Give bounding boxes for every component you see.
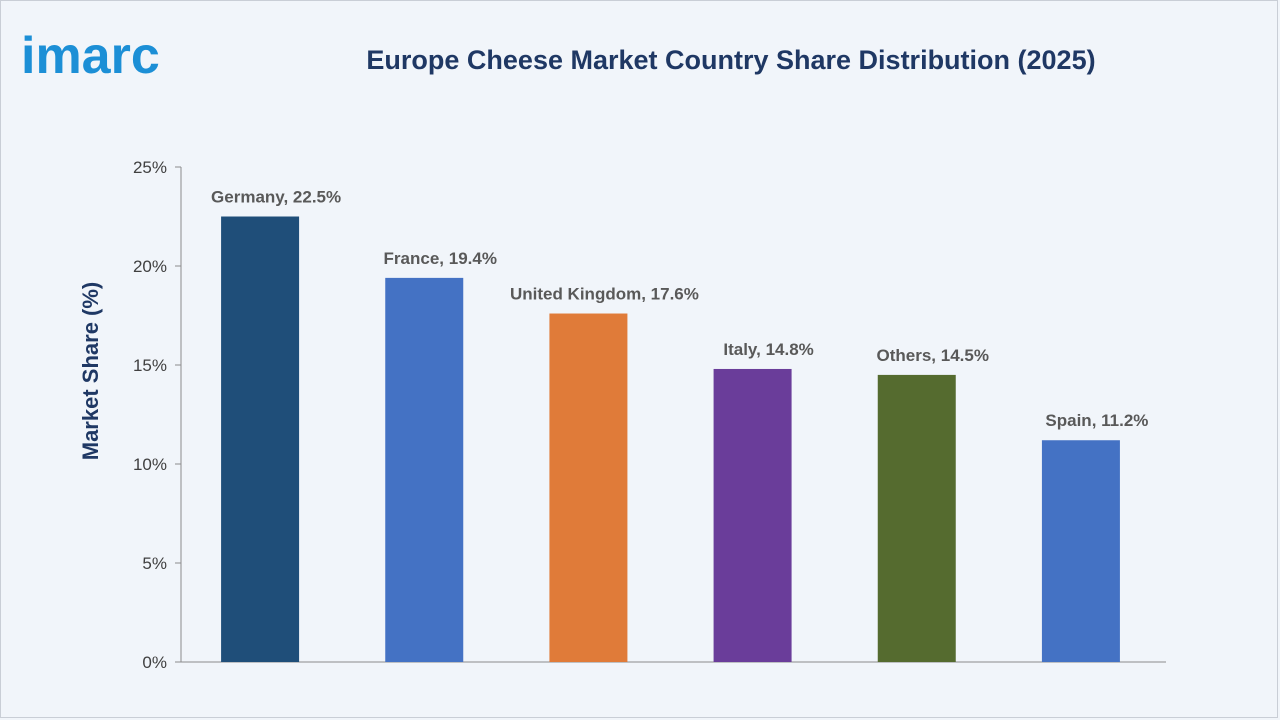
y-tick-label: 0% [142, 653, 167, 672]
data-labels: Germany, 22.5% France, 19.4% United Kingdo… [211, 188, 1148, 431]
logo-text: imarc [21, 27, 160, 83]
y-tick-label: 15% [133, 356, 167, 375]
data-label: United Kingdom, 17.6% [510, 285, 699, 304]
data-label: France, 19.4% [384, 249, 497, 268]
data-label: Germany, 22.5% [211, 188, 341, 207]
bars [221, 216, 1120, 662]
bar-spain [1041, 440, 1120, 662]
y-tick-label: 10% [133, 455, 167, 474]
y-tick-label: 5% [142, 554, 167, 573]
bar-france [385, 277, 464, 662]
data-label: Spain, 11.2% [1045, 411, 1148, 430]
y-tick-label: 20% [133, 257, 167, 276]
y-axis-label: Market Share (%) [78, 282, 103, 461]
data-label: Italy, 14.8% [723, 340, 813, 359]
bar-germany [221, 216, 300, 662]
y-tick-label: 25% [133, 158, 167, 177]
chart-title: Europe Cheese Market Country Share Distr… [366, 45, 1096, 75]
axes: 0% 5% 10% 15% 20% 25% [133, 158, 1166, 672]
bar-italy [713, 368, 792, 662]
imarc-logo: imarc [21, 27, 160, 83]
bar-others [877, 374, 956, 662]
bar-united-kingdom [549, 313, 628, 662]
data-label: Others, 14.5% [877, 346, 989, 365]
